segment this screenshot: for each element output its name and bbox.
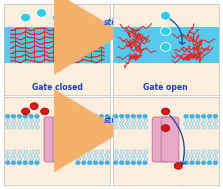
Circle shape [28,161,34,165]
Circle shape [87,114,92,119]
Circle shape [93,114,98,119]
Circle shape [161,27,171,36]
Circle shape [119,161,124,165]
Circle shape [23,114,28,119]
Circle shape [161,43,171,51]
Text: Gate open: Gate open [143,83,188,92]
Circle shape [5,114,10,119]
Circle shape [136,114,142,119]
Circle shape [201,114,206,119]
Circle shape [81,161,87,165]
Circle shape [93,161,98,165]
Circle shape [201,161,206,165]
Circle shape [23,161,28,165]
Circle shape [11,161,16,165]
Circle shape [184,161,189,165]
Circle shape [87,161,92,165]
Circle shape [22,108,30,115]
Circle shape [131,161,136,165]
Circle shape [11,114,16,119]
Circle shape [113,114,118,119]
Circle shape [161,108,170,115]
Circle shape [195,161,200,165]
Circle shape [28,114,34,119]
Circle shape [105,161,110,165]
Circle shape [195,114,200,119]
Circle shape [34,114,39,119]
Circle shape [17,161,22,165]
Circle shape [99,161,104,165]
Circle shape [207,114,212,119]
Circle shape [81,114,87,119]
Circle shape [52,13,62,22]
Circle shape [189,114,195,119]
Circle shape [21,13,31,22]
Circle shape [75,161,81,165]
Circle shape [125,161,130,165]
Circle shape [125,114,130,119]
Bar [113,27,219,63]
Circle shape [113,161,118,165]
Circle shape [75,114,81,119]
Circle shape [161,11,171,20]
Circle shape [207,161,212,165]
Circle shape [30,103,38,109]
Circle shape [161,125,170,131]
Circle shape [184,114,189,119]
Circle shape [36,9,47,17]
Circle shape [213,114,218,119]
Text: stimuli: stimuli [104,116,134,125]
Circle shape [105,114,110,119]
Circle shape [34,161,39,165]
Text: stimuli: stimuli [104,18,134,27]
Circle shape [131,114,136,119]
Circle shape [174,163,182,169]
FancyBboxPatch shape [152,117,170,162]
Circle shape [17,114,22,119]
Text: Gate closed: Gate closed [32,83,83,92]
FancyBboxPatch shape [44,117,62,162]
Circle shape [142,114,148,119]
Circle shape [41,108,49,115]
Circle shape [99,114,104,119]
FancyBboxPatch shape [161,117,179,162]
Circle shape [142,161,148,165]
Circle shape [5,161,10,165]
Circle shape [189,161,195,165]
Circle shape [213,161,218,165]
Circle shape [136,161,142,165]
Bar [4,27,110,63]
FancyBboxPatch shape [53,117,71,162]
Circle shape [119,114,124,119]
